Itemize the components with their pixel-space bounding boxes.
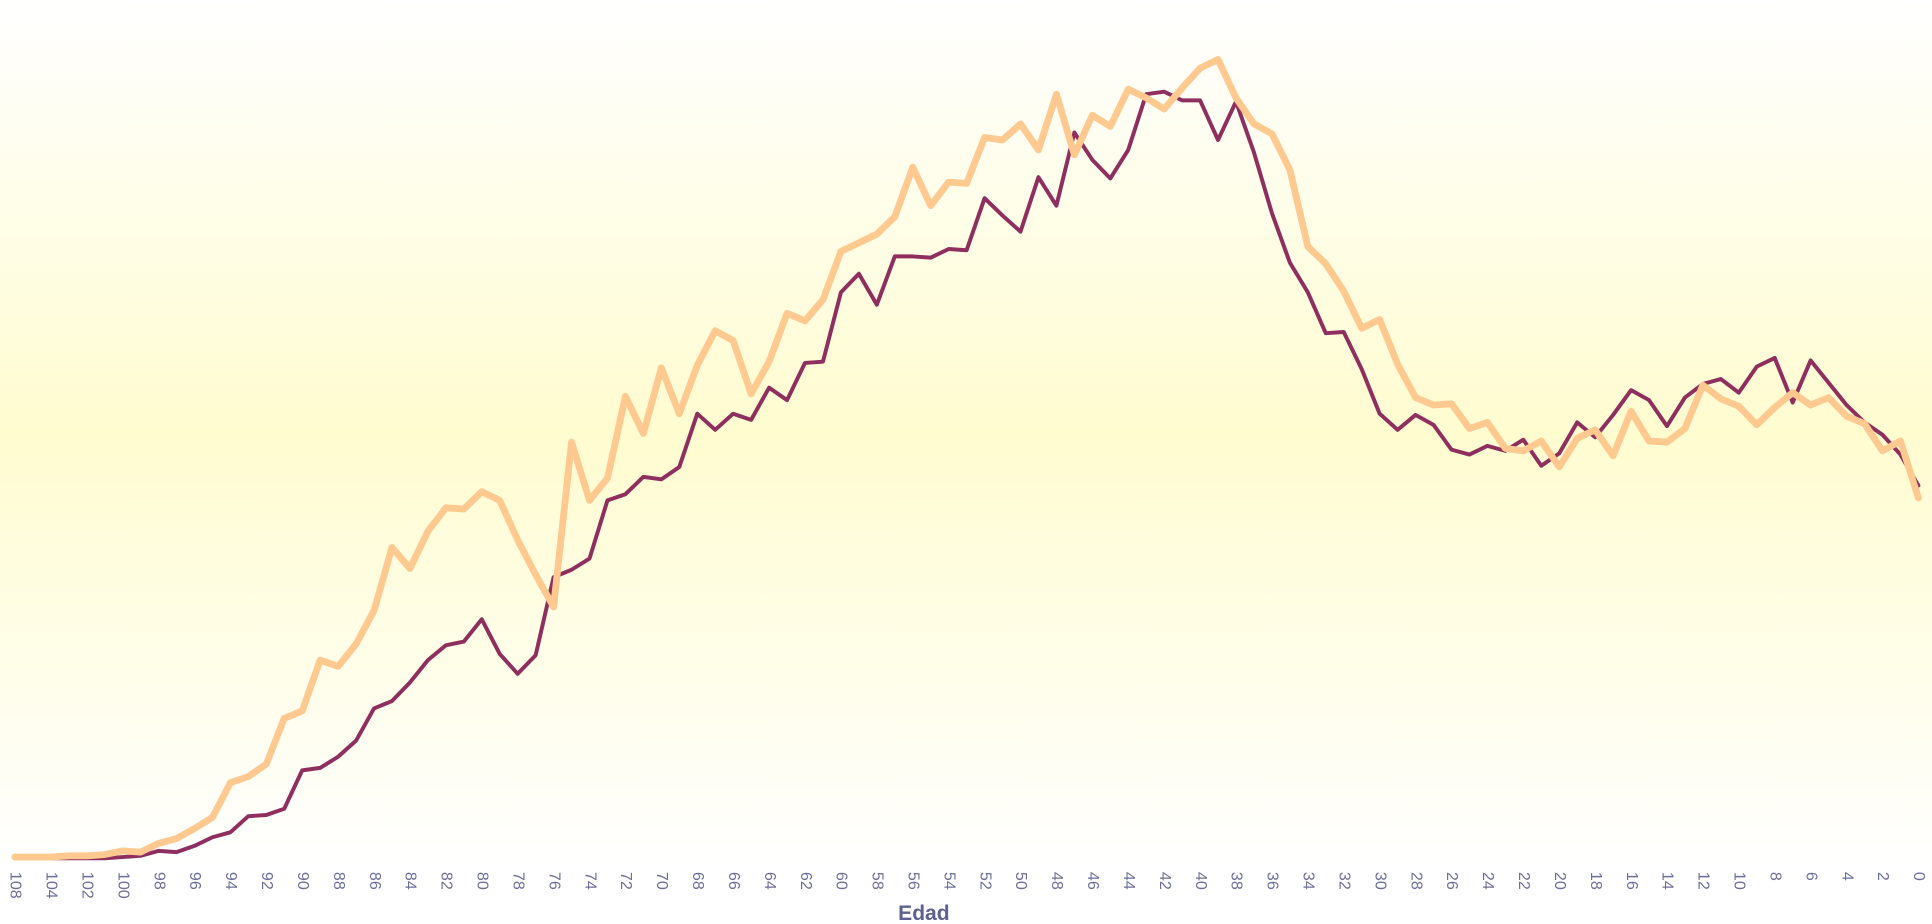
x-tick-label: 62	[797, 872, 815, 890]
x-tick-label: 80	[474, 872, 492, 890]
x-tick-label: 58	[869, 872, 887, 890]
x-tick-label: 46	[1084, 872, 1102, 890]
x-tick-label: 86	[366, 872, 384, 890]
x-axis-title: Edad	[898, 902, 949, 924]
x-tick-label: 50	[1012, 872, 1030, 890]
x-tick-label: 48	[1048, 872, 1066, 890]
x-tick-label: 16	[1623, 872, 1641, 890]
x-tick-label: 88	[330, 872, 348, 890]
x-tick-label: 10	[1731, 872, 1749, 890]
x-tick-label: 44	[1120, 872, 1138, 890]
x-tick-label: 42	[1156, 872, 1174, 890]
x-tick-label: 8	[1766, 872, 1784, 881]
x-tick-label: 40	[1192, 872, 1210, 890]
x-tick-label: 26	[1443, 872, 1461, 890]
x-tick-label: 6	[1802, 872, 1820, 881]
x-tick-label: 94	[222, 872, 240, 890]
x-tick-label: 34	[1300, 872, 1318, 890]
x-tick-label: 28	[1407, 872, 1425, 890]
x-tick-label: 70	[653, 872, 671, 890]
plot-background	[0, 0, 1932, 867]
x-tick-label: 96	[186, 872, 204, 890]
x-tick-label: 74	[581, 872, 599, 890]
x-tick-label: 18	[1587, 872, 1605, 890]
x-tick-label: 90	[294, 872, 312, 890]
series-line	[12, 89, 1921, 861]
x-tick-label: 56	[904, 872, 922, 890]
x-tick-label: 32	[1335, 872, 1353, 890]
x-tick-label: 78	[509, 872, 527, 890]
x-tick-label: 4	[1838, 872, 1856, 881]
x-tick-label: 98	[150, 872, 168, 890]
x-tick-label: 108	[7, 872, 25, 899]
x-tick-label: 68	[689, 872, 707, 890]
x-tick-label: 104	[43, 872, 61, 899]
x-tick-label: 82	[438, 872, 456, 890]
x-tick-label: 14	[1659, 872, 1677, 890]
x-tick-label: 12	[1695, 872, 1713, 890]
x-tick-label: 64	[761, 872, 779, 890]
x-tick-label: 22	[1515, 872, 1533, 890]
x-tick-label: 66	[725, 872, 743, 890]
x-tick-label: 36	[1264, 872, 1282, 890]
x-tick-label: 2	[1874, 872, 1892, 881]
x-tick-label: 72	[617, 872, 635, 890]
x-tick-label: 92	[258, 872, 276, 890]
x-tick-label: 38	[1228, 872, 1246, 890]
x-tick-label: 60	[833, 872, 851, 890]
x-tick-label: 0	[1910, 872, 1928, 881]
x-tick-label: 30	[1371, 872, 1389, 890]
x-tick-label: 20	[1551, 872, 1569, 890]
series-line	[11, 56, 1922, 861]
x-tick-label: 84	[402, 872, 420, 890]
x-tick-label: 100	[114, 872, 132, 899]
x-tick-label: 102	[78, 872, 96, 899]
x-tick-label: 54	[940, 872, 958, 890]
x-tick-label: 76	[545, 872, 563, 890]
x-tick-label: 52	[976, 872, 994, 890]
x-tick-label: 24	[1479, 872, 1497, 890]
